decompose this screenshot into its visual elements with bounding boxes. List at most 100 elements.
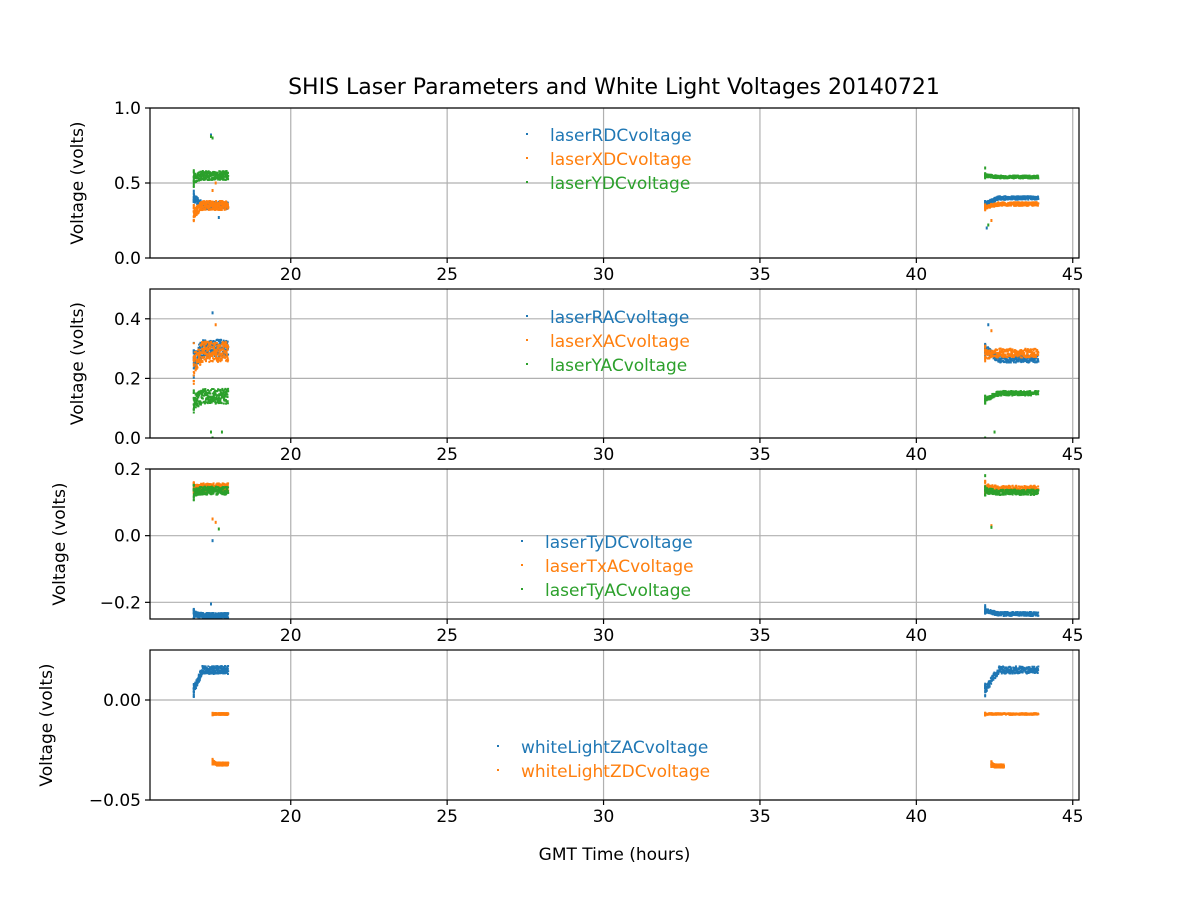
data-point (192, 184, 195, 187)
data-point (198, 390, 201, 393)
data-point (215, 176, 218, 179)
data-point (1011, 493, 1014, 496)
data-point (993, 355, 996, 358)
data-point (227, 359, 230, 362)
data-point (1024, 490, 1027, 493)
data-point (1033, 484, 1036, 487)
data-point (998, 198, 1001, 201)
data-point (214, 341, 217, 344)
data-point (1019, 394, 1022, 397)
data-point (200, 486, 203, 489)
data-point (204, 390, 207, 393)
data-point (204, 340, 207, 343)
data-point (1009, 349, 1012, 352)
data-point (214, 393, 217, 396)
data-point (224, 350, 227, 353)
data-point (1003, 350, 1006, 353)
y-tick-label: 0.5 (114, 174, 141, 194)
data-point (204, 388, 207, 391)
data-point (1037, 351, 1040, 354)
data-point (1027, 614, 1030, 617)
data-point (225, 402, 228, 405)
data-point (1029, 394, 1032, 397)
data-point (987, 483, 990, 486)
data-point (212, 483, 215, 486)
data-point (1034, 390, 1037, 393)
data-point (995, 493, 998, 496)
data-point (1015, 357, 1018, 360)
data-point (217, 396, 220, 399)
data-point (199, 170, 202, 173)
data-point (192, 218, 195, 221)
data-point (985, 396, 988, 399)
data-point (1002, 356, 1005, 359)
data-point (209, 396, 212, 399)
data-point (223, 178, 226, 181)
data-point (192, 370, 195, 373)
data-point (222, 341, 225, 344)
data-point (1011, 352, 1014, 355)
data-point (1020, 611, 1023, 614)
data-point (991, 351, 994, 354)
data-point (197, 346, 200, 349)
data-point (226, 400, 229, 403)
data-point (986, 487, 989, 490)
data-point (224, 348, 227, 351)
data-point (984, 201, 987, 204)
data-point (996, 348, 999, 351)
data-point (200, 354, 203, 357)
data-point (202, 489, 205, 492)
data-point (220, 353, 223, 356)
outlier-point (211, 517, 214, 521)
data-point (994, 200, 997, 203)
data-point (222, 487, 225, 490)
data-point (1024, 348, 1027, 351)
data-point (200, 401, 203, 404)
data-point (203, 402, 206, 405)
data-point (214, 355, 217, 358)
data-point (226, 346, 229, 349)
data-point (1012, 391, 1015, 394)
data-point (192, 392, 195, 395)
data-point (214, 401, 217, 404)
data-point (213, 205, 216, 208)
data-point (198, 343, 201, 346)
data-point (225, 170, 228, 173)
data-point (227, 390, 230, 393)
data-point (1029, 614, 1032, 617)
data-point (201, 397, 204, 400)
data-point (998, 486, 1001, 489)
data-point (202, 356, 205, 359)
data-point (984, 342, 987, 345)
data-point (1018, 390, 1021, 393)
data-point (197, 350, 200, 353)
data-point (209, 345, 212, 348)
series-laserXDCvoltage (192, 181, 1040, 223)
data-point (224, 356, 227, 359)
data-point (224, 203, 227, 206)
data-point (997, 201, 1000, 204)
data-point (213, 172, 216, 175)
data-point (200, 342, 203, 345)
data-point (1012, 393, 1015, 396)
data-point (227, 353, 230, 356)
data-point (991, 349, 994, 352)
data-point (1031, 391, 1034, 394)
data-point (985, 609, 988, 612)
data-point (1004, 198, 1007, 201)
data-point (993, 492, 996, 495)
x-tick-label: 20 (280, 445, 302, 465)
data-point (227, 491, 230, 494)
data-point (1031, 614, 1034, 617)
data-point (198, 353, 201, 356)
data-point (197, 393, 200, 396)
data-point (199, 179, 202, 182)
data-point (1027, 198, 1030, 201)
data-points (192, 474, 1040, 619)
data-point (217, 208, 220, 211)
data-point (1031, 359, 1034, 362)
data-point (194, 356, 197, 359)
data-point (196, 197, 199, 200)
data-point (1006, 348, 1009, 351)
data-point (201, 347, 204, 350)
